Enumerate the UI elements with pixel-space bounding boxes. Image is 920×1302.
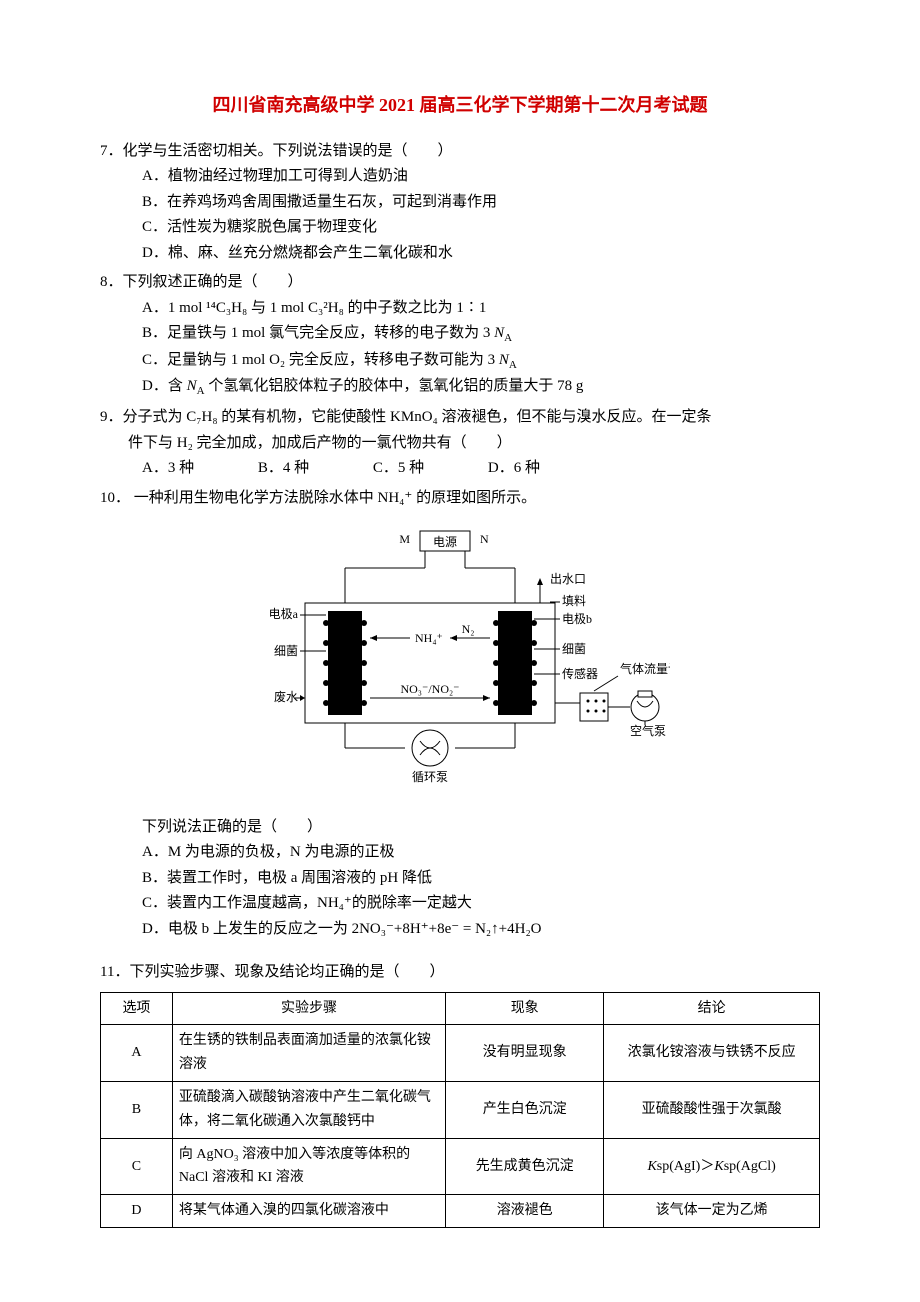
label-nh4: NH₄⁺: [415, 631, 443, 645]
q7-stem: 7．化学与生活密切相关。下列说法错误的是（ ）: [100, 139, 820, 165]
label-bacteria-l: 细菌: [274, 644, 298, 658]
th-step: 实验步骤: [172, 992, 445, 1025]
q8-option-b: B．足量铁与 1 mol 氯气完全反应，转移的电子数为 3 NA: [142, 321, 820, 348]
q9-option-c: C．5 种: [373, 456, 424, 482]
q7-option-c: C．活性炭为糖浆脱色属于物理变化: [142, 215, 820, 241]
th-option: 选项: [101, 992, 173, 1025]
q7-option-a: A．植物油经过物理加工可得到人造奶油: [142, 164, 820, 190]
q7-option-b: B．在养鸡场鸡舍周围撒适量生石灰，可起到消毒作用: [142, 190, 820, 216]
q10-post: 下列说法正确的是（ ）: [142, 815, 820, 841]
question-8: 8．下列叙述正确的是（ ） A．1 mol ¹⁴C₃H₈ 与 1 mol C₃²…: [100, 270, 820, 401]
table-row: A在生锈的铁制品表面滴加适量的浓氯化铵溶液没有明显现象浓氯化铵溶液与铁锈不反应: [101, 1025, 820, 1082]
table-row: D将某气体通入溴的四氯化碳溶液中溶液褪色该气体一定为乙烯: [101, 1195, 820, 1228]
cell-step: 在生锈的铁制品表面滴加适量的浓氯化铵溶液: [172, 1025, 445, 1082]
question-7: 7．化学与生活密切相关。下列说法错误的是（ ） A．植物油经过物理加工可得到人造…: [100, 139, 820, 267]
cell-option: B: [101, 1082, 173, 1139]
question-11: 11．下列实验步骤、现象及结论均正确的是（ ） 选项 实验步骤 现象 结论 A在…: [100, 960, 820, 1228]
cell-option: C: [101, 1138, 173, 1195]
q10-option-d: D．电极 b 上发生的反应之一为 2NO₃⁻+8H⁺+8e⁻ = N₂↑+4H₂…: [142, 917, 820, 943]
cell-step: 亚硫酸滴入碳酸钠溶液中产生二氧化碳气体，将二氧化碳通入次氯酸钙中: [172, 1082, 445, 1139]
label-n2: N₂: [462, 622, 475, 636]
question-10: 10． 一种利用生物电化学方法脱除水体中 NH₄⁺ 的原理如图所示。 电源 M …: [100, 486, 820, 943]
label-circpump: 循环泵: [412, 770, 448, 784]
q11-stem: 11．下列实验步骤、现象及结论均正确的是（ ）: [100, 960, 820, 986]
cell-conc: 亚硫酸酸性强于次氯酸: [604, 1082, 820, 1139]
cell-option: D: [101, 1195, 173, 1228]
table-header-row: 选项 实验步骤 现象 结论: [101, 992, 820, 1025]
q9-options: A．3 种 B．4 种 C．5 种 D．6 种: [142, 456, 820, 482]
label-elec-b: 电极b: [562, 612, 592, 626]
electrochemistry-diagram: 电源 M N: [250, 523, 670, 793]
q9-option-b: B．4 种: [258, 456, 309, 482]
cell-phen: 产生白色沉淀: [446, 1082, 604, 1139]
th-phen: 现象: [446, 992, 604, 1025]
label-power: 电源: [433, 535, 457, 549]
label-no: NO₃⁻/NO₂⁻: [400, 682, 459, 696]
cell-phen: 先生成黄色沉淀: [446, 1138, 604, 1195]
cell-phen: 溶液褪色: [446, 1195, 604, 1228]
q9-stem-2: 件下与 H₂ 完全加成，加成后产物的一氯代物共有（ ）: [100, 431, 820, 457]
label-filler: 填料: [562, 594, 586, 608]
label-elec-a: 电极a: [269, 607, 299, 621]
q9-option-d: D．6 种: [488, 456, 540, 482]
q10-option-c: C．装置内工作温度越高，NH₄⁺的脱除率一定越大: [142, 891, 820, 917]
q11-table: 选项 实验步骤 现象 结论 A在生锈的铁制品表面滴加适量的浓氯化铵溶液没有明显现…: [100, 992, 820, 1228]
label-n: N: [480, 532, 489, 546]
q10-option-b: B．装置工作时，电极 a 周围溶液的 pH 降低: [142, 866, 820, 892]
q10-option-a: A．M 为电源的负极，N 为电源的正极: [142, 840, 820, 866]
cell-step: 向 AgNO₃ 溶液中加入等浓度等体积的 NaCl 溶液和 KI 溶液: [172, 1138, 445, 1195]
cell-phen: 没有明显现象: [446, 1025, 604, 1082]
label-outlet: 出水口: [550, 572, 586, 586]
q7-option-d: D．棉、麻、丝充分燃烧都会产生二氧化碳和水: [142, 241, 820, 267]
page-title: 四川省南充高级中学 2021 届高三化学下学期第十二次月考试题: [100, 90, 820, 121]
q9-stem-1: 9．分子式为 C₇H₈ 的某有机物，它能使酸性 KMnO₄ 溶液褪色，但不能与溴…: [100, 405, 820, 431]
label-waste: 废水: [274, 689, 298, 704]
question-9: 9．分子式为 C₇H₈ 的某有机物，它能使酸性 KMnO₄ 溶液褪色，但不能与溴…: [100, 405, 820, 482]
label-sensor: 传感器: [562, 666, 598, 681]
q10-stem: 10． 一种利用生物电化学方法脱除水体中 NH₄⁺ 的原理如图所示。: [100, 486, 820, 512]
label-m: M: [399, 532, 410, 546]
cell-option: A: [101, 1025, 173, 1082]
label-flowmeter: 气体流量计: [620, 661, 670, 676]
label-airpump: 空气泵: [630, 723, 666, 738]
electrode-a: [328, 611, 362, 715]
q8-option-d: D．含 NA 个氢氧化铝胶体粒子的胶体中，氢氧化铝的质量大于 78 g: [142, 374, 820, 401]
q8-stem: 8．下列叙述正确的是（ ）: [100, 270, 820, 296]
electrode-b: [498, 611, 532, 715]
q8-option-a: A．1 mol ¹⁴C₃H₈ 与 1 mol C₃²H₈ 的中子数之比为 1∶1: [142, 296, 820, 322]
q10-diagram: 电源 M N: [100, 523, 820, 803]
label-bacteria-r: 细菌: [562, 642, 586, 656]
cell-conc: 浓氯化铵溶液与铁锈不反应: [604, 1025, 820, 1082]
cell-conc: 该气体一定为乙烯: [604, 1195, 820, 1228]
th-conc: 结论: [604, 992, 820, 1025]
q9-option-a: A．3 种: [142, 456, 194, 482]
table-row: C向 AgNO₃ 溶液中加入等浓度等体积的 NaCl 溶液和 KI 溶液先生成黄…: [101, 1138, 820, 1195]
cell-conc: Ksp(AgI)＞Ksp(AgCl): [604, 1138, 820, 1195]
q8-option-c: C．足量钠与 1 mol O₂ 完全反应，转移电子数可能为 3 NA: [142, 348, 820, 375]
cell-step: 将某气体通入溴的四氯化碳溶液中: [172, 1195, 445, 1228]
table-row: B亚硫酸滴入碳酸钠溶液中产生二氧化碳气体，将二氧化碳通入次氯酸钙中产生白色沉淀亚…: [101, 1082, 820, 1139]
